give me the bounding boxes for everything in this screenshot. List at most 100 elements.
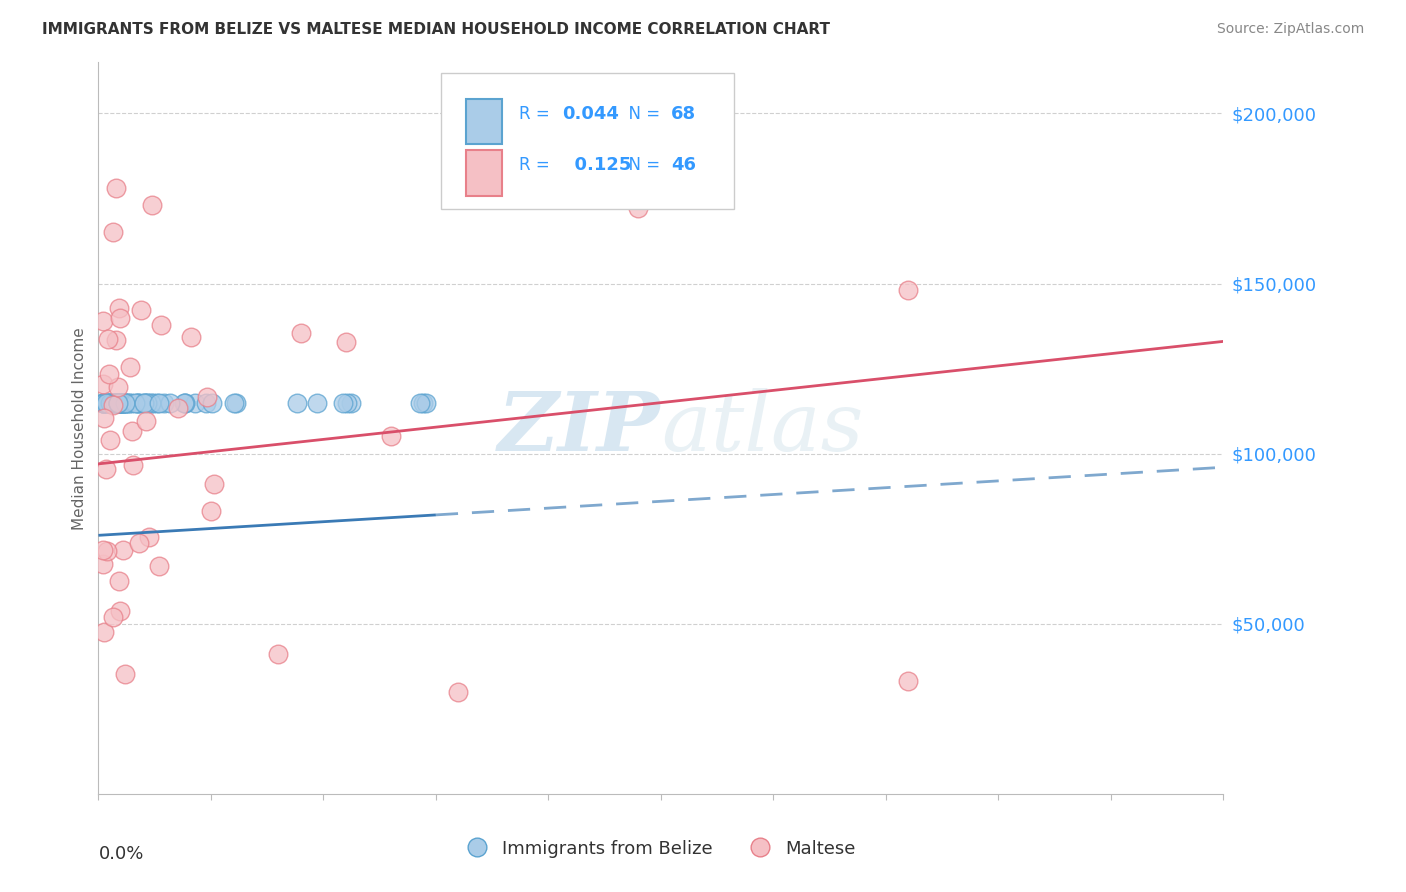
Point [107, 395, 129, 409]
Point [627, 201, 650, 215]
Point [96, 395, 118, 409]
Point [111, 395, 134, 409]
Point [380, 429, 402, 443]
Point [91, 377, 114, 392]
Point [127, 395, 149, 409]
Point [142, 395, 165, 409]
Point [409, 395, 432, 409]
Point [134, 395, 156, 409]
Point [105, 181, 128, 195]
FancyBboxPatch shape [441, 73, 734, 209]
Point [897, 284, 920, 298]
Point [132, 395, 155, 409]
Legend: Immigrants from Belize, Maltese: Immigrants from Belize, Maltese [458, 831, 863, 865]
Point [107, 380, 129, 394]
Point [110, 395, 132, 409]
Text: 68: 68 [671, 104, 696, 122]
Point [267, 647, 290, 661]
Point [202, 477, 225, 491]
Point [139, 395, 162, 409]
Point [104, 395, 127, 409]
Point [447, 685, 470, 699]
Point [305, 395, 328, 409]
Y-axis label: Median Household Income: Median Household Income [72, 326, 87, 530]
Point [120, 395, 142, 409]
Point [201, 395, 224, 409]
Point [112, 395, 135, 409]
Point [93, 624, 115, 639]
Point [195, 395, 218, 409]
Point [173, 395, 195, 409]
Text: IMMIGRANTS FROM BELIZE VS MALTESE MEDIAN HOUSEHOLD INCOME CORRELATION CHART: IMMIGRANTS FROM BELIZE VS MALTESE MEDIAN… [42, 22, 830, 37]
Point [107, 395, 129, 409]
Point [97, 332, 120, 346]
Point [98, 395, 121, 409]
Point [98, 433, 121, 447]
Point [91, 395, 114, 409]
Point [114, 395, 136, 409]
Point [97, 395, 120, 409]
Text: R =: R = [519, 156, 555, 174]
Text: 46: 46 [671, 156, 696, 174]
Point [222, 395, 245, 409]
Point [115, 395, 138, 409]
Text: 0.044: 0.044 [562, 104, 619, 122]
Point [108, 604, 131, 618]
Bar [467, 150, 502, 195]
Point [101, 395, 124, 409]
Point [148, 558, 170, 573]
Point [332, 395, 354, 409]
Point [104, 333, 127, 347]
Text: R =: R = [519, 104, 555, 122]
Point [290, 326, 312, 340]
Point [114, 667, 136, 681]
Point [129, 303, 152, 318]
Point [91, 395, 114, 409]
Point [93, 410, 115, 425]
Point [122, 458, 145, 472]
Point [101, 609, 124, 624]
Point [128, 395, 150, 409]
Point [136, 395, 159, 409]
Point [107, 574, 129, 589]
Point [98, 395, 121, 409]
Point [148, 395, 170, 409]
Point [285, 395, 308, 409]
Point [128, 536, 150, 550]
Text: N =: N = [619, 104, 665, 122]
Point [101, 225, 124, 239]
Point [118, 359, 141, 374]
Point [107, 395, 129, 409]
Point [146, 395, 169, 409]
Point [111, 395, 134, 409]
Text: 0.125: 0.125 [562, 156, 631, 174]
Point [91, 395, 114, 409]
Bar [467, 99, 502, 145]
Point [195, 390, 218, 404]
Point [166, 401, 188, 415]
Point [173, 395, 195, 409]
Point [91, 542, 114, 557]
Point [335, 334, 357, 349]
Point [121, 424, 143, 438]
Point [415, 395, 437, 409]
Point [108, 395, 131, 409]
Point [91, 558, 114, 572]
Point [225, 395, 247, 409]
Point [124, 395, 146, 409]
Text: atlas: atlas [661, 388, 863, 468]
Point [104, 395, 127, 409]
Point [153, 395, 176, 409]
Point [138, 395, 160, 409]
Point [340, 395, 363, 409]
Point [112, 395, 135, 409]
Point [174, 395, 197, 409]
Text: 0.0%: 0.0% [98, 845, 143, 863]
Point [110, 395, 132, 409]
Point [138, 530, 160, 544]
Point [118, 395, 141, 409]
Point [141, 198, 163, 212]
Point [108, 311, 131, 326]
Point [115, 395, 138, 409]
Point [93, 395, 115, 409]
